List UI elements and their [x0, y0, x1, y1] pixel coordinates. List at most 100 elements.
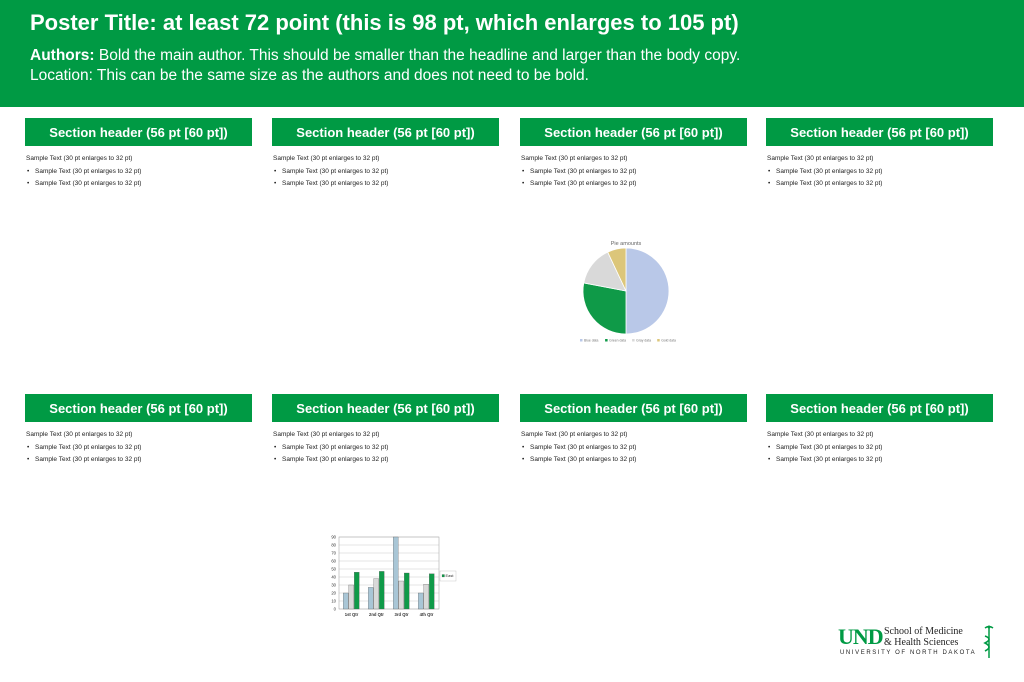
section-body: Sample Text (30 pt enlarges to 32 pt) Sam… — [25, 146, 252, 191]
pie-slice-2 — [582, 282, 627, 335]
poster-banner: Poster Title: at least 72 point (this is… — [0, 0, 1024, 107]
bar-chart: 0 10 20 30 40 50 60 70 80 90 1st Qtr 2nd Qtr 3rd Qtr… — [326, 532, 461, 622]
section-bullet: Sample Text (30 pt enlarges to 32 pt) — [767, 442, 993, 455]
section-bullet: Sample Text (30 pt enlarges to 32 pt) — [521, 178, 747, 191]
section-text: Sample Text (30 pt enlarges to 32 pt) — [273, 431, 380, 438]
pie-legend-swatch — [580, 339, 583, 342]
section-bullet: Sample Text (30 pt enlarges to 32 pt) — [26, 442, 252, 455]
section-text: Sample Text (30 pt enlarges to 32 pt) — [273, 155, 380, 162]
bar-ytick-label: 80 — [331, 543, 336, 548]
pie-legend-label: Gold data — [661, 339, 676, 343]
bar-chart-svg: 0 10 20 30 40 50 60 70 80 90 1st Qtr 2nd Qtr 3rd Qtr… — [331, 535, 457, 617]
section-2: Section header (56 pt [60 pt]) Sample Tex… — [272, 118, 499, 191]
bar-3-2 — [398, 580, 404, 610]
section-body: Sample Text (30 pt enlarges to 32 pt)Sam… — [520, 146, 747, 191]
bar-ytick-label: 10 — [331, 599, 336, 604]
und-wordmark: UND — [838, 624, 884, 649]
bar-category-label: 4th Qtr — [420, 612, 434, 617]
university-name: UNIVERSITY OF NORTH DAKOTA — [840, 650, 977, 656]
bar-category-label: 3rd Qtr — [395, 612, 409, 617]
bar-2-3 — [379, 571, 385, 610]
section-body: Sample Text (30 pt enlarges to 32 pt)Sam… — [520, 422, 747, 467]
pie-legend-label: Gray data — [636, 339, 651, 343]
section-6: Section header (56 pt [60 pt]) Sample Tex… — [272, 394, 499, 467]
pie-legend-swatch — [605, 339, 608, 342]
bar-legend-label: East — [446, 573, 455, 578]
section-bullet: Sample Text (30 pt enlarges to 32 pt) — [26, 166, 252, 179]
section-text: Sample Text (30 pt enlarges to 32 pt) — [767, 155, 874, 162]
section-bullet: Sample Text (30 pt enlarges to 32 pt) — [521, 442, 747, 455]
bar-1-3 — [354, 572, 360, 610]
bar-ytick-label: 50 — [331, 567, 336, 572]
section-bullet: Sample Text (30 pt enlarges to 32 pt) — [767, 178, 993, 191]
section-1: Section header (56 pt [60 pt]) Sample Tex… — [25, 118, 252, 191]
bar-ytick-label: 0 — [334, 607, 337, 612]
bar-1-1 — [343, 592, 349, 610]
section-body: Sample Text (30 pt enlarges to 32 pt)Sam… — [272, 422, 499, 467]
bar-4-2 — [423, 584, 429, 610]
section-bullet: Sample Text (30 pt enlarges to 32 pt) — [767, 166, 993, 179]
poster-location: Location: This can be the same size as t… — [30, 67, 589, 84]
pie-title: Pie amounts — [611, 241, 642, 247]
bar-ytick-label: 30 — [331, 583, 336, 588]
section-header: Section header (56 pt [60 pt]) — [520, 118, 747, 146]
section-bullet: Sample Text (30 pt enlarges to 32 pt) — [521, 166, 747, 179]
section-header: Section header (56 pt [60 pt]) — [272, 118, 499, 146]
school-line-2: & Health Sciences — [884, 637, 959, 648]
authors-text: Bold the main author. This should be sma… — [94, 47, 741, 64]
bar-2-1 — [368, 587, 374, 610]
section-header: Section header (56 pt [60 pt]) — [520, 394, 747, 422]
authors-label: Authors: — [30, 47, 95, 64]
section-body: Sample Text (30 pt enlarges to 32 pt)Sam… — [766, 146, 993, 191]
section-bullet: Sample Text (30 pt enlarges to 32 pt) — [26, 454, 252, 467]
pie-chart-svg: Pie amounts Blue data Green data Gray data G… — [580, 241, 676, 343]
section-body: Sample Text (30 pt enlarges to 32 pt)Sam… — [25, 422, 252, 467]
section-header: Section header (56 pt [60 pt]) — [766, 394, 993, 422]
bar-2-2 — [373, 578, 379, 610]
section-7: Section header (56 pt [60 pt]) Sample Tex… — [520, 394, 747, 467]
section-header: Section header (56 pt [60 pt]) — [25, 394, 252, 422]
bar-ytick-label: 20 — [331, 591, 336, 596]
bar-ytick-label: 90 — [331, 535, 336, 540]
bar-ytick-label: 70 — [331, 551, 336, 556]
section-bullet: Sample Text (30 pt enlarges to 32 pt) — [273, 166, 499, 179]
section-5: Section header (56 pt [60 pt]) Sample Tex… — [25, 394, 252, 467]
poster-authors: Authors: Bold the main author. This shou… — [30, 47, 740, 65]
pie-legend-label: Blue data — [584, 339, 598, 343]
section-bullet: Sample Text (30 pt enlarges to 32 pt) — [767, 454, 993, 467]
bar-legend-box — [439, 570, 457, 582]
section-bullet: Sample Text (30 pt enlarges to 32 pt) — [273, 442, 499, 455]
pie-slice-4 — [607, 247, 627, 292]
school-name: School of Medicine & Health Sciences — [884, 626, 963, 648]
pie-legend-label: Green data — [609, 339, 626, 343]
bar-4-3 — [429, 573, 435, 610]
section-text: Sample Text (30 pt enlarges to 32 pt) — [767, 431, 874, 438]
section-body: Sample Text (30 pt enlarges to 32 pt)Sam… — [272, 146, 499, 191]
bar-ytick-label: 40 — [331, 575, 336, 580]
caduceus-icon — [983, 625, 994, 658]
bar-category-label: 2nd Qtr — [369, 612, 384, 617]
section-body: Sample Text (30 pt enlarges to 32 pt)Sam… — [766, 422, 993, 467]
section-text: Sample Text (30 pt enlarges to 32 pt) — [26, 431, 133, 438]
section-3: Section header (56 pt [60 pt]) Sample Tex… — [520, 118, 747, 191]
section-bullet: Sample Text (30 pt enlarges to 32 pt) — [521, 454, 747, 467]
section-bullet: Sample Text (30 pt enlarges to 32 pt) — [273, 178, 499, 191]
pie-legend-swatch — [657, 339, 660, 342]
section-header: Section header (56 pt [60 pt]) — [25, 118, 252, 146]
bar-4-1 — [418, 592, 424, 610]
pie-legend-swatch — [632, 339, 635, 342]
section-text: Sample Text (30 pt enlarges to 32 pt) — [521, 155, 628, 162]
section-text: Sample Text (30 pt enlarges to 32 pt) — [521, 431, 628, 438]
pie-chart: Pie amounts Blue data Green data Gray data G… — [560, 236, 690, 348]
section-header: Section header (56 pt [60 pt]) — [272, 394, 499, 422]
und-logo: UND School of Medicine & Health Sciences… — [838, 624, 998, 664]
school-line-1: School of Medicine — [884, 626, 963, 637]
section-bullet: Sample Text (30 pt enlarges to 32 pt) — [273, 454, 499, 467]
bar-legend-swatch — [441, 574, 445, 578]
section-text: Sample Text (30 pt enlarges to 32 pt) — [26, 155, 133, 162]
section-8: Section header (56 pt [60 pt]) Sample Tex… — [766, 394, 993, 467]
bar-3-1 — [393, 536, 399, 610]
poster-title: Poster Title: at least 72 point (this is… — [30, 10, 739, 35]
section-header: Section header (56 pt [60 pt]) — [766, 118, 993, 146]
section-4: Section header (56 pt [60 pt]) Sample Tex… — [766, 118, 993, 191]
